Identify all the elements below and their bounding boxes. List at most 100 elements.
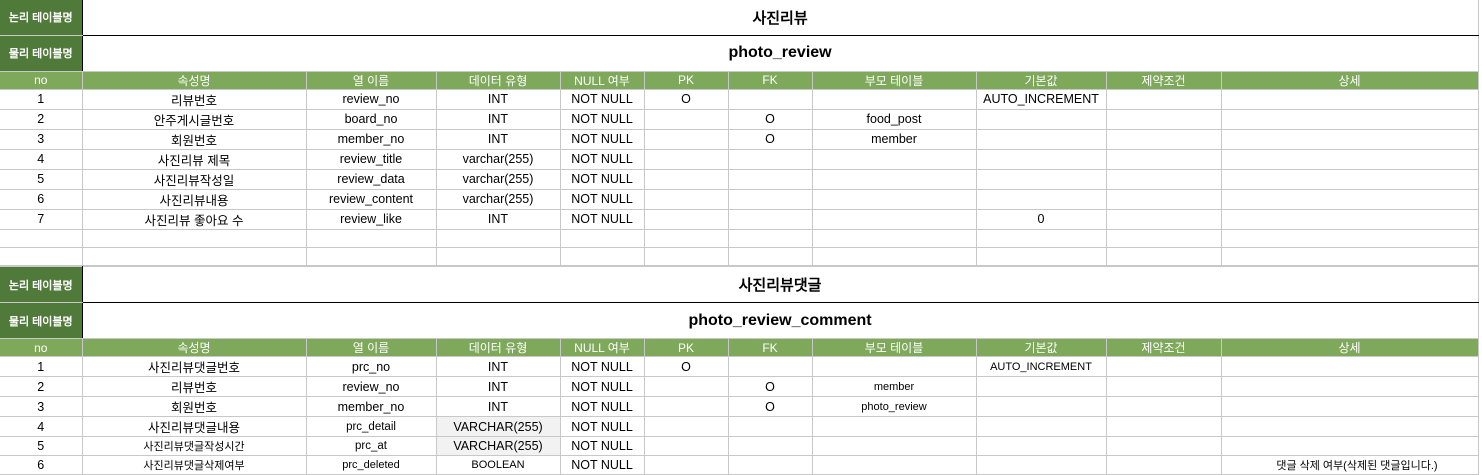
cell-type: VARCHAR(255) (436, 436, 561, 456)
cell-attr: 사진리뷰댓글작성시간 (82, 436, 307, 456)
cell-type: INT (436, 396, 561, 417)
cell-default (976, 455, 1107, 475)
cell-column: prc_deleted (306, 455, 437, 475)
cell-parent (812, 169, 977, 190)
table-row: 5 사진리뷰작성일 review_data varchar(255) NOT N… (0, 169, 1479, 190)
cell-detail (1221, 436, 1479, 456)
col-header-default: 기본값 (976, 338, 1107, 357)
cell-detail (1221, 209, 1479, 230)
cell-attr: 회원번호 (82, 129, 307, 150)
cell-null: NOT NULL (560, 209, 645, 230)
cell-default (976, 149, 1107, 170)
table-row: 3 회원번호 member_no INT NOT NULL O member (0, 129, 1479, 150)
cell-constraint (1106, 376, 1222, 397)
cell-attr: 사진리뷰 좋아요 수 (82, 209, 307, 230)
cell-column: prc_detail (306, 416, 437, 437)
col-header-null: NULL 여부 (560, 338, 645, 357)
cell-no: 6 (0, 189, 83, 210)
cell-constraint (1106, 189, 1222, 210)
cell-parent: member (812, 376, 977, 397)
cell-fk (728, 209, 813, 230)
col-header-parent: 부모 테이블 (812, 71, 977, 90)
col-header-pk: PK (644, 338, 729, 357)
cell-no: 3 (0, 396, 83, 417)
cell-constraint (1106, 455, 1222, 475)
cell-no: 2 (0, 376, 83, 397)
cell-pk (644, 396, 729, 417)
cell-parent (812, 416, 977, 437)
col-header-fk: FK (728, 71, 813, 90)
col-header-constraint: 제약조건 (1106, 338, 1222, 357)
col-header-parent: 부모 테이블 (812, 338, 977, 357)
cell-fk: O (728, 376, 813, 397)
cell-detail (1221, 89, 1479, 110)
cell-no: 4 (0, 149, 83, 170)
cell-constraint (1106, 169, 1222, 190)
cell-constraint (1106, 416, 1222, 437)
cell-detail (1221, 129, 1479, 150)
cell-pk (644, 376, 729, 397)
cell-fk (728, 436, 813, 456)
cell-fk (728, 89, 813, 110)
cell-constraint (1106, 89, 1222, 110)
col-header-fk: FK (728, 338, 813, 357)
cell-parent (812, 149, 977, 170)
table-row: 4 사진리뷰댓글내용 prc_detail VARCHAR(255) NOT N… (0, 416, 1479, 437)
cell-attr: 안주게시글번호 (82, 109, 307, 130)
table-row: 1 사진리뷰댓글번호 prc_no INT NOT NULL O AUTO_IN… (0, 356, 1479, 377)
cell-pk (644, 416, 729, 437)
cell-pk (644, 455, 729, 475)
logical-table-name: 사진리뷰댓글 (82, 266, 1479, 303)
cell-no: 2 (0, 109, 83, 130)
cell-attr: 사진리뷰내용 (82, 189, 307, 210)
cell-column: board_no (306, 109, 437, 130)
cell-parent: food_post (812, 109, 977, 130)
cell-null: NOT NULL (560, 436, 645, 456)
cell-pk (644, 189, 729, 210)
cell-detail (1221, 149, 1479, 170)
col-header-no: no (0, 71, 83, 90)
cell-parent (812, 189, 977, 210)
table-photo-review-comment: 논리 테이블명 사진리뷰댓글 물리 테이블명 photo_review_comm… (0, 266, 1479, 475)
cell-attr: 사진리뷰댓글번호 (82, 356, 307, 377)
cell-fk: O (728, 129, 813, 150)
cell-null: NOT NULL (560, 89, 645, 110)
table-row: 5 사진리뷰댓글작성시간 prc_at VARCHAR(255) NOT NUL… (0, 436, 1479, 456)
cell-detail: 댓글 삭제 여부(삭제된 댓글입니다.) (1221, 455, 1479, 475)
physical-table-label: 물리 테이블명 (0, 35, 83, 72)
column-header-row: no 속성명 열 이름 데이터 유형 NULL 여부 PK FK 부모 테이블 … (0, 71, 1479, 90)
cell-no: 5 (0, 169, 83, 190)
cell-constraint (1106, 209, 1222, 230)
cell-column: review_title (306, 149, 437, 170)
cell-null: NOT NULL (560, 169, 645, 190)
cell-null: NOT NULL (560, 416, 645, 437)
empty-row (0, 229, 1479, 248)
cell-default (976, 416, 1107, 437)
cell-default: AUTO_INCREMENT (976, 89, 1107, 110)
cell-pk (644, 169, 729, 190)
cell-default (976, 109, 1107, 130)
table-row: 3 회원번호 member_no INT NOT NULL O photo_re… (0, 396, 1479, 417)
cell-null: NOT NULL (560, 129, 645, 150)
cell-attr: 리뷰번호 (82, 89, 307, 110)
col-header-no: no (0, 338, 83, 357)
cell-column: review_like (306, 209, 437, 230)
cell-null: NOT NULL (560, 396, 645, 417)
cell-fk (728, 189, 813, 210)
cell-attr: 사진리뷰댓글삭제여부 (82, 455, 307, 475)
cell-default (976, 396, 1107, 417)
cell-fk (728, 149, 813, 170)
logical-table-name: 사진리뷰 (82, 0, 1479, 36)
cell-parent (812, 89, 977, 110)
cell-column: member_no (306, 129, 437, 150)
col-header-column: 열 이름 (306, 71, 437, 90)
cell-no: 6 (0, 455, 83, 475)
cell-type: VARCHAR(255) (436, 416, 561, 437)
cell-type: INT (436, 129, 561, 150)
cell-fk (728, 416, 813, 437)
cell-no: 4 (0, 416, 83, 437)
cell-fk: O (728, 396, 813, 417)
cell-null: NOT NULL (560, 149, 645, 170)
cell-type: INT (436, 376, 561, 397)
cell-detail (1221, 376, 1479, 397)
